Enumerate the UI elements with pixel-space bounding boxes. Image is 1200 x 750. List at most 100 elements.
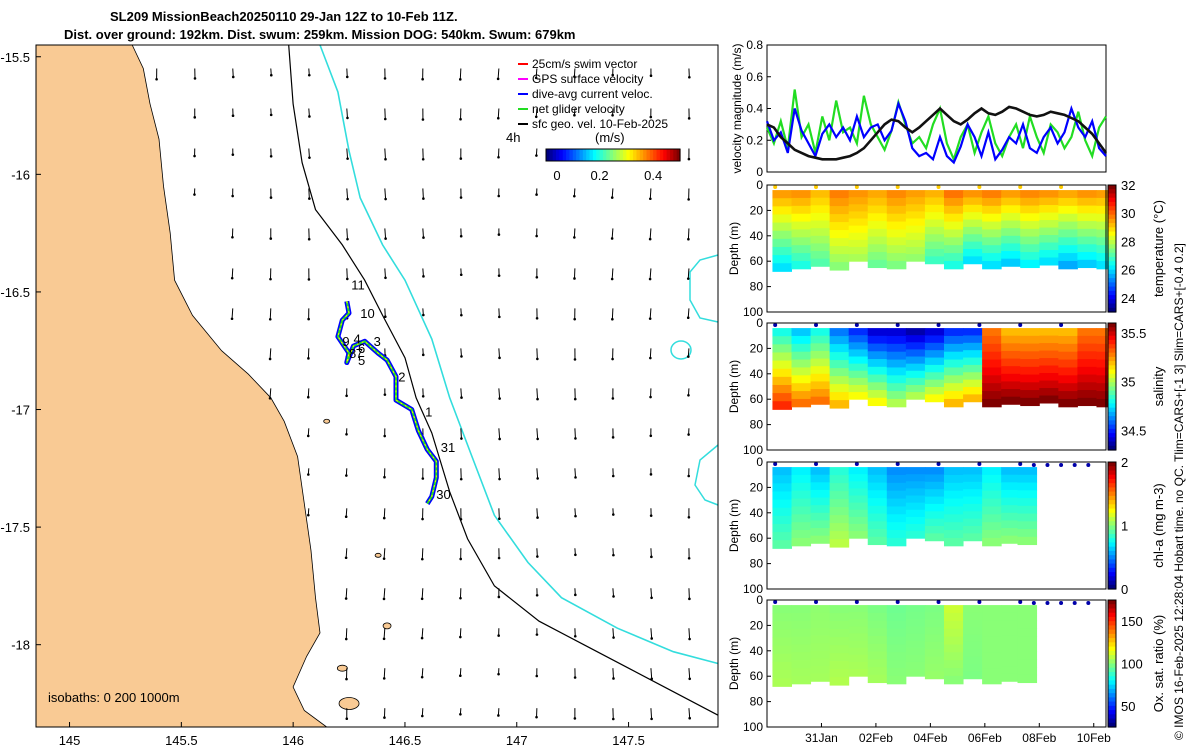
heatmap-cell (1058, 213, 1078, 223)
heatmap-cell (905, 654, 926, 663)
heatmap-cell (886, 514, 907, 523)
heatmap-cell (867, 359, 888, 368)
heatmap-cell (810, 528, 831, 537)
colorbar-cell (1108, 676, 1116, 682)
heatmap-cell (829, 491, 850, 500)
heatmap-cell (1001, 474, 1021, 483)
heatmap-cell (886, 644, 907, 653)
heatmap-cell (848, 661, 869, 670)
heatmap-cell (1039, 190, 1059, 199)
geo-velocity-arrowhead (573, 717, 577, 720)
heatmap-cell (1058, 398, 1078, 408)
geo-velocity-arrowhead (422, 313, 425, 317)
heatmap-cell (1077, 236, 1097, 245)
geo-velocity-arrowhead (421, 394, 425, 398)
heatmap-cell (963, 204, 983, 213)
geo-velocity-arrowhead (459, 596, 462, 600)
heatmap-cell (943, 537, 964, 547)
heatmap-cell (867, 490, 888, 499)
heatmap-cell (1001, 605, 1021, 614)
geo-velocity-arrowhead (269, 277, 272, 281)
geo-velocity-arrow (612, 668, 614, 679)
surface-sample-dot (895, 462, 900, 466)
heatmap-cell (905, 661, 926, 670)
geo-velocity-arrowhead (459, 674, 462, 677)
colorbar-cell (1108, 193, 1116, 199)
colorbar-cell (1108, 538, 1116, 544)
heatmap-cell (772, 637, 793, 647)
heatmap-cell (791, 612, 812, 622)
heatmap-cell (810, 235, 831, 244)
colorbar-cell (1108, 655, 1116, 660)
geo-velocity-arrowhead (650, 596, 653, 600)
geo-velocity-arrowhead (687, 117, 691, 120)
heatmap-cell (982, 675, 1002, 685)
geo-velocity-arrowhead (574, 593, 577, 597)
geo-velocity-arrow (383, 508, 386, 519)
colorbar-cell (1108, 441, 1116, 447)
geo-velocity-arrowhead (421, 557, 424, 561)
heatmap-cell (886, 398, 907, 408)
geo-velocity-arrowhead (383, 315, 387, 319)
heatmap-cell (848, 640, 869, 649)
heatmap-cell (963, 219, 983, 228)
heatmap-cell (963, 467, 983, 475)
geo-velocity-arrowhead (307, 357, 310, 360)
geo-velocity-arrow (649, 308, 652, 319)
heatmap-cell (791, 221, 812, 230)
track-day-label: 7 (356, 346, 363, 361)
geo-velocity-arrowhead (231, 75, 235, 79)
isobath-label: isobaths: 0 200 1000m (48, 690, 180, 705)
speed-colorbar-tick-label: 0.4 (644, 168, 662, 183)
heatmap-cell (963, 511, 983, 520)
colorbar-frame (1107, 184, 1117, 313)
colorbar-cell (1108, 671, 1116, 677)
heatmap-cell (963, 234, 983, 243)
colorbar-cell (1108, 608, 1116, 614)
geo-velocity-arrowhead (307, 513, 310, 517)
heatmap-cell (829, 262, 850, 271)
heatmap-cell (848, 467, 869, 475)
surface-sample-dot (854, 462, 859, 466)
heatmap-cell (848, 502, 869, 511)
heatmap-cell (982, 351, 1002, 361)
speed-colorbar-cell (643, 149, 648, 161)
colorbar-cell (1108, 227, 1116, 233)
colorbar-tick-label: 32 (1121, 178, 1135, 193)
heatmap-cell (905, 335, 926, 343)
island (382, 622, 392, 630)
colorbar-cell (1108, 546, 1116, 552)
geo-velocity-arrowhead (384, 157, 387, 161)
heatmap-cell (829, 645, 850, 654)
geo-velocity-arrowhead (460, 396, 463, 399)
heatmap-cell (982, 213, 1002, 223)
geo-velocity-arrowhead (686, 316, 690, 320)
heatmap-cell (1077, 197, 1097, 207)
geo-velocity-arrowhead (497, 634, 500, 637)
geo-velocity-arrowhead (421, 157, 425, 161)
heatmap-cell (943, 605, 964, 614)
geo-velocity-arrowhead (346, 237, 349, 241)
geo-velocity-arrow (459, 68, 462, 80)
heatmap-cell (772, 653, 793, 663)
surface-sample-dot (814, 600, 819, 604)
heatmap-cell (943, 628, 964, 638)
speed-colorbar-cell (592, 149, 597, 161)
surface-sample-dot (773, 185, 778, 189)
map-xtick-label: 147.5 (612, 733, 645, 748)
heatmap-cell (1039, 220, 1059, 229)
surface-sample-dot (1045, 601, 1050, 605)
heatmap-cell (848, 654, 869, 663)
geo-velocity-arrowhead (268, 317, 272, 321)
geo-velocity-arrowhead (306, 395, 310, 399)
heatmap-cell (924, 219, 945, 228)
colorbar-cell (1108, 231, 1116, 237)
colorbar-cell (1108, 433, 1116, 438)
heatmap-cell (982, 482, 1002, 492)
heatmap-cell (829, 368, 850, 377)
heatmap-cell (791, 514, 812, 523)
colorbar-cell (1108, 491, 1116, 497)
heatmap-cell (1001, 666, 1021, 675)
colorbar-cell (1108, 390, 1116, 396)
depth-ytick-label: 40 (750, 644, 764, 658)
